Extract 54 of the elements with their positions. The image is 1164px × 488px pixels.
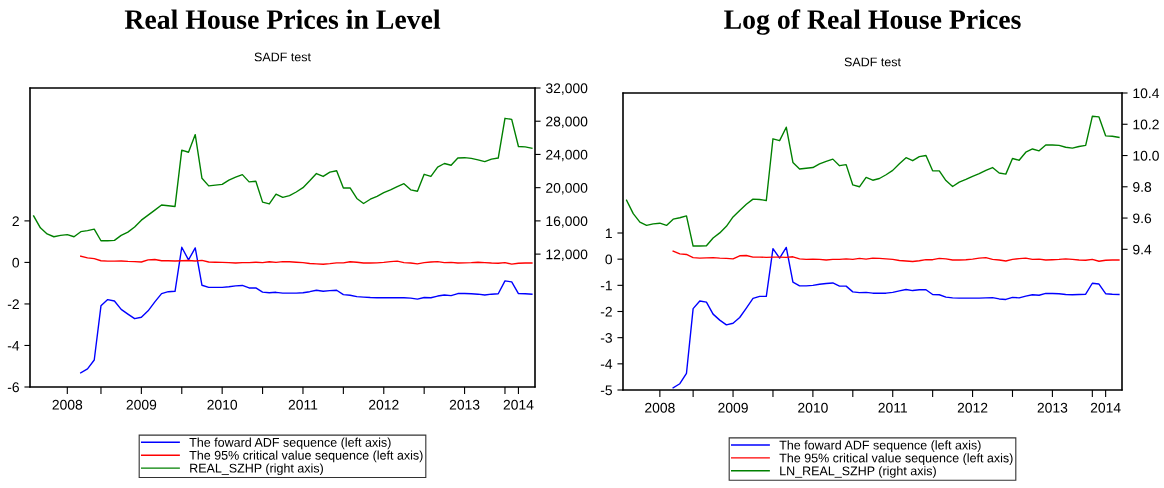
line-series: [32, 117, 533, 242]
y2-tick-label: 9.4: [1133, 244, 1152, 255]
line-series: [625, 115, 1120, 247]
x-tick-label: 2012: [957, 402, 988, 413]
y-tick-label: 2: [12, 216, 19, 226]
y2-tick-label: 16,000: [546, 216, 588, 228]
chart-title: Log of Real House Prices: [724, 9, 1021, 35]
y-tick-label: -1: [600, 280, 612, 291]
y2-tick-label: 10.0: [1133, 150, 1159, 161]
x-tick-label: 2009: [718, 402, 748, 413]
y-tick-label: -2: [600, 306, 612, 317]
x-tick-label: 2011: [878, 402, 907, 413]
legend-label: The foward ADF sequence (left axis): [189, 437, 391, 450]
y2-tick-label: 24,000: [546, 149, 588, 162]
x-tick-label: 2009: [126, 399, 157, 410]
x-tick-label: 2014: [503, 399, 534, 410]
line-series: [672, 250, 1120, 263]
x-tick-label: 2010: [207, 399, 238, 410]
legend-label: The foward ADF sequence (left axis): [779, 440, 981, 452]
chart-title: Real House Prices in Level: [124, 9, 441, 30]
x-tick-label: 2008: [52, 399, 83, 410]
y2-tick-label: 28,000: [546, 116, 588, 129]
y-tick-label: -2: [7, 299, 19, 309]
legend-label: The 95% critical value sequence (left axis): [779, 453, 1013, 465]
line-series: [80, 255, 533, 265]
x-tick-label: 2012: [369, 399, 399, 410]
legend-label: REAL_SZHP (right axis): [190, 463, 323, 476]
y-tick-label: -6: [7, 382, 19, 393]
y2-tick-label: 20,000: [546, 183, 588, 195]
y-tick-label: -4: [7, 340, 20, 351]
x-tick-label: 2013: [449, 399, 480, 410]
y2-tick-label: 10.2: [1133, 119, 1159, 130]
legend-label: The 95% critical value sequence (left axis): [189, 450, 423, 463]
x-tick-label: 2008: [645, 402, 675, 413]
y-tick-label: -4: [600, 359, 613, 369]
y2-tick-label: 32,000: [545, 83, 588, 95]
x-tick-label: 2013: [1037, 402, 1068, 413]
chart-subtitle: SADF test: [254, 52, 311, 62]
y2-tick-label: 10.4: [1133, 88, 1160, 99]
x-tick-label: 2010: [798, 402, 828, 413]
y2-tick-label: 9.6: [1133, 213, 1152, 224]
x-tick-label: 2014: [1090, 402, 1121, 413]
y-tick-label: 0: [12, 257, 20, 268]
y-tick-label: 0: [605, 254, 613, 265]
y-tick-label: -5: [600, 385, 612, 396]
chart-subtitle: SADF test: [844, 57, 901, 67]
y-tick-label: -3: [600, 333, 612, 343]
line-series: [80, 246, 533, 374]
line-series: [672, 246, 1120, 389]
y2-tick-label: 12,000: [546, 249, 588, 261]
y-tick-label: 1: [605, 228, 612, 239]
x-tick-label: 2011: [288, 399, 318, 410]
legend-label: LN_REAL_SZHP (right axis): [780, 466, 936, 478]
y2-tick-label: 9.8: [1133, 182, 1152, 192]
